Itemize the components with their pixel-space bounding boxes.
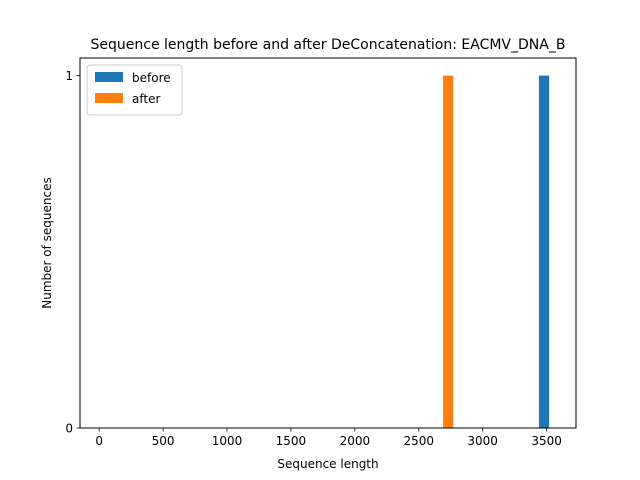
bar-after-0 bbox=[443, 75, 454, 428]
x-tick-label: 1500 bbox=[276, 434, 307, 448]
legend-swatch-after bbox=[95, 93, 123, 103]
x-axis-label: Sequence length bbox=[277, 457, 378, 471]
x-axis: 0 500 1000 1500 2000 2500 3000 3500 bbox=[95, 428, 562, 448]
y-tick-label: 1 bbox=[65, 69, 73, 83]
legend-label-before: before bbox=[132, 71, 171, 85]
x-tick-label: 3500 bbox=[531, 434, 562, 448]
x-tick-label: 500 bbox=[152, 434, 175, 448]
plot-area bbox=[443, 75, 550, 428]
chart-title: Sequence length before and after DeConca… bbox=[91, 37, 566, 53]
legend-swatch-before bbox=[95, 72, 123, 82]
legend-label-after: after bbox=[132, 92, 160, 106]
x-tick-label: 2000 bbox=[340, 434, 371, 448]
x-tick-label: 3000 bbox=[467, 434, 498, 448]
y-tick-label: 0 bbox=[65, 422, 73, 436]
x-tick-label: 0 bbox=[95, 434, 103, 448]
bar-before-0 bbox=[538, 75, 550, 428]
legend: before after bbox=[86, 64, 183, 116]
y-axis-label: Number of sequences bbox=[40, 177, 54, 308]
x-tick-label: 1000 bbox=[212, 434, 243, 448]
x-tick-label: 2500 bbox=[403, 434, 434, 448]
axes-frame bbox=[79, 57, 577, 429]
y-axis: 01 bbox=[65, 69, 80, 436]
